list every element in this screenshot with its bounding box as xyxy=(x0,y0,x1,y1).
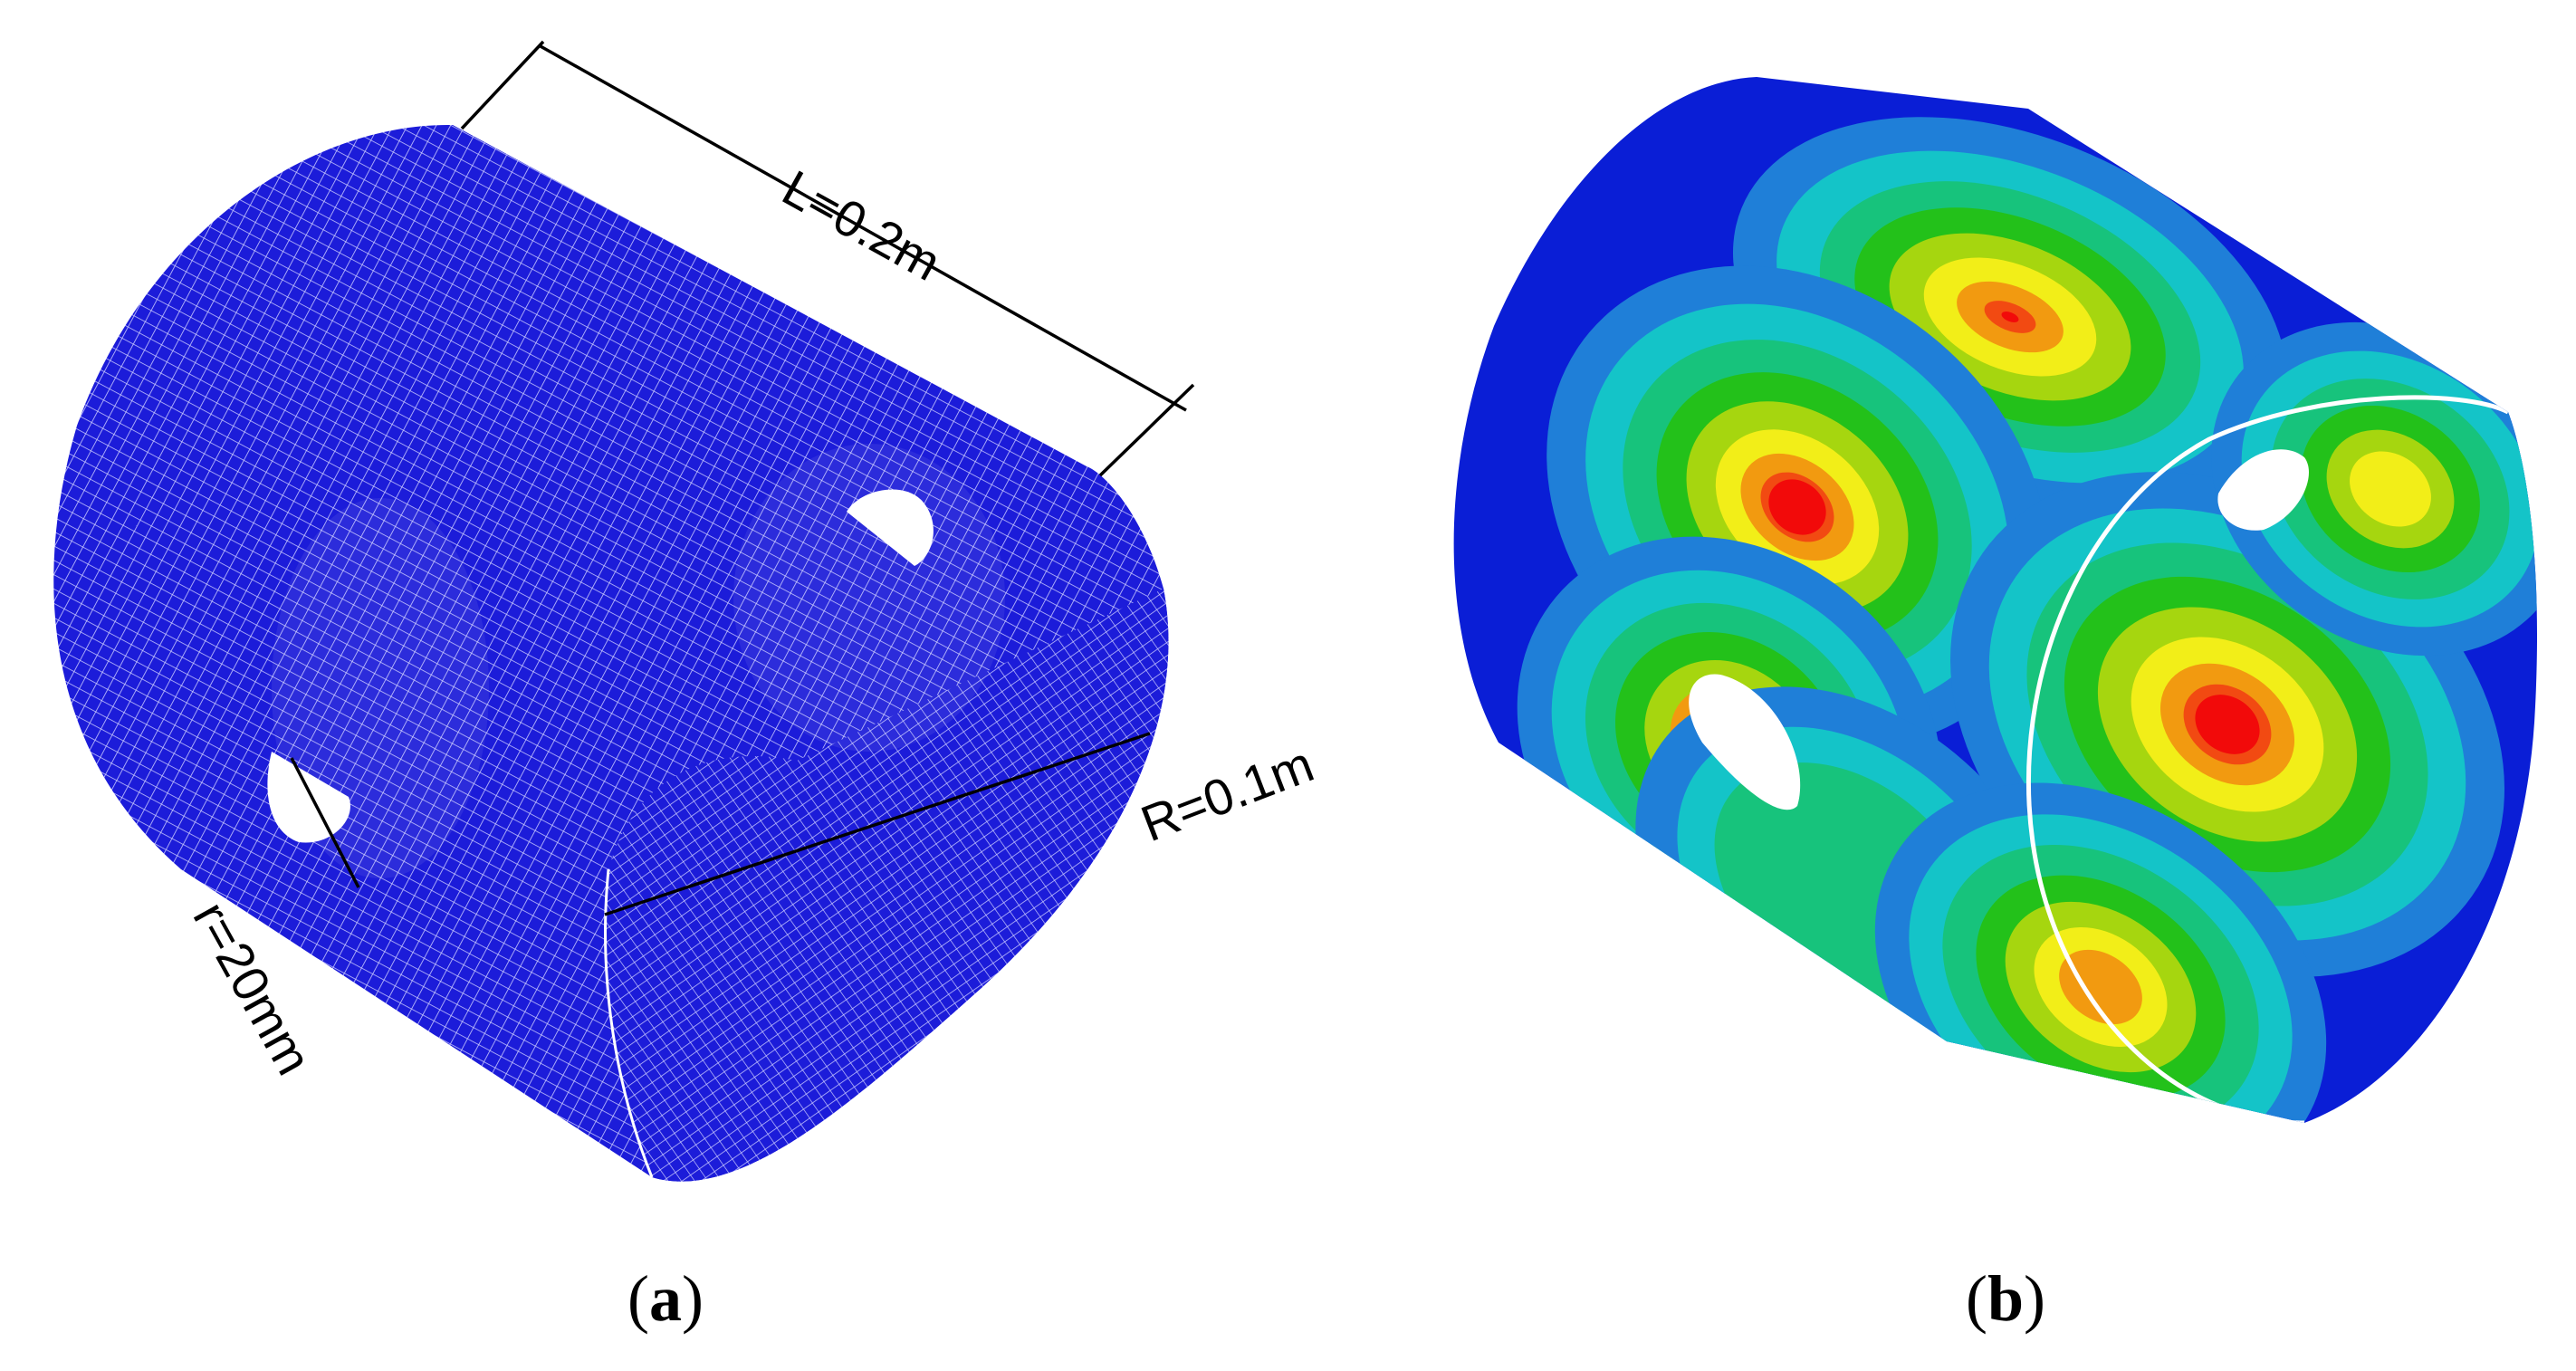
hole-right xyxy=(2217,449,2309,531)
length-label: L=0.2m xyxy=(773,158,950,291)
dimension-lines xyxy=(290,40,1195,916)
radius-dimension-line xyxy=(604,732,1151,916)
contour-shell xyxy=(1453,77,2538,1123)
caption-b: (b) xyxy=(1966,1262,2045,1335)
shell-open-end xyxy=(2025,395,2510,1123)
cylinder-end-face xyxy=(605,589,1169,1182)
hole-right xyxy=(847,489,934,566)
panel-b: (b) xyxy=(1453,77,2538,1335)
length-extension-right xyxy=(1098,383,1195,477)
cylinder-mesh xyxy=(53,124,1169,1182)
caption-a: (a) xyxy=(627,1262,704,1335)
contour-lobe xyxy=(2211,321,2538,657)
radius-label: R=0.1m xyxy=(1134,735,1321,853)
hole-radius-dimension-line xyxy=(290,757,360,888)
length-extension-left xyxy=(460,40,545,130)
contour-lobe xyxy=(1732,117,2288,517)
panel-a: L=0.2m R=0.1m r=20mm (a) xyxy=(53,40,1321,1335)
length-dimension-line xyxy=(538,43,1187,412)
hole-left xyxy=(1689,674,1801,810)
hole-left xyxy=(267,752,350,843)
refined-mesh-zone xyxy=(272,498,489,878)
refined-mesh-zone xyxy=(733,444,1005,752)
